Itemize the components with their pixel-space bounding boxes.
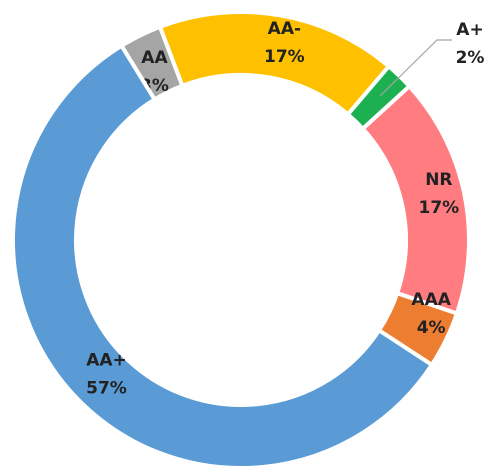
leader-line <box>379 39 452 97</box>
category-label: AA+ <box>86 351 127 371</box>
donut-segment <box>11 43 435 470</box>
category-label: NR <box>425 170 452 190</box>
value-label: 17% <box>419 198 460 218</box>
category-label: AA <box>141 48 168 68</box>
value-label: 4% <box>417 318 446 338</box>
value-label: 57% <box>86 379 127 399</box>
category-label: AA- <box>268 19 301 39</box>
category-label: A+ <box>456 20 483 40</box>
category-label: AAA <box>411 290 451 310</box>
value-label: 2% <box>456 48 485 68</box>
value-label: 17% <box>264 47 305 67</box>
